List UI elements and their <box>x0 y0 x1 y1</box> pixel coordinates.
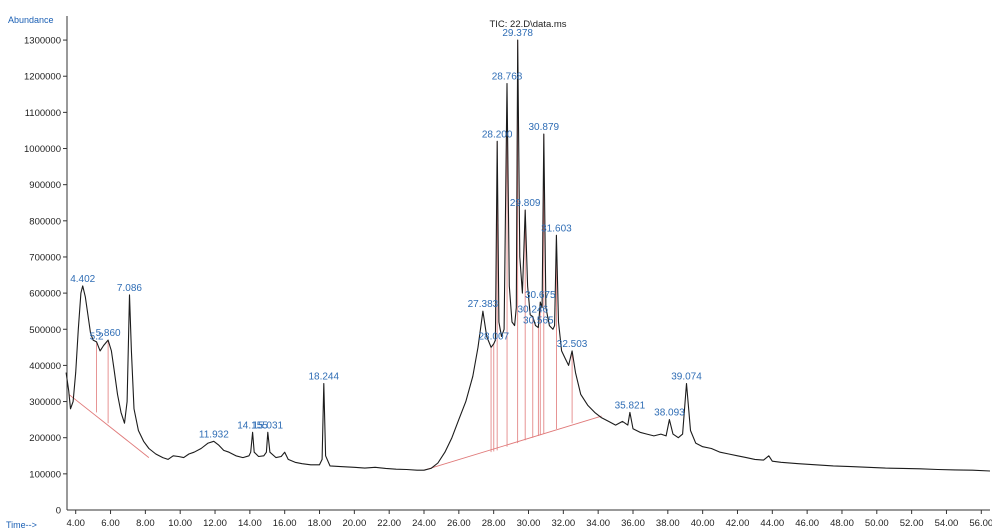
x-tick-label: 30.00 <box>517 518 541 529</box>
x-tick-label: 38.00 <box>656 518 680 529</box>
peak-label: 29.378 <box>502 28 533 39</box>
y-tick-label: 1200000 <box>24 72 61 83</box>
y-tick-label: 100000 <box>29 469 61 480</box>
x-tick-label: 28.00 <box>482 518 506 529</box>
x-tick-label: 20.00 <box>342 518 366 529</box>
peak-label: 29.809 <box>510 198 541 209</box>
peak-label: 5.2 <box>90 332 104 343</box>
peak-label: 39.074 <box>671 371 702 382</box>
y-tick-label: 500000 <box>29 325 61 336</box>
y-tick-label: 200000 <box>29 433 61 444</box>
peak-label: 15.031 <box>253 420 284 431</box>
trace-layer <box>65 39 991 472</box>
peak-label: 28.007 <box>478 332 509 343</box>
x-tick-label: 6.00 <box>101 518 120 529</box>
x-axis-title: Time--> <box>6 520 37 530</box>
peak-label: 30.246 <box>517 305 548 316</box>
x-tick-label: 24.00 <box>412 518 436 529</box>
y-axis-title: Abundance <box>8 15 54 25</box>
y-tick-label: 900000 <box>29 180 61 191</box>
peak-label: 11.932 <box>199 429 229 440</box>
x-tick-label: 34.00 <box>586 518 610 529</box>
x-tick-label: 36.00 <box>621 518 645 529</box>
x-tick-label: 40.00 <box>691 518 715 529</box>
peak-label: 4.402 <box>70 274 95 285</box>
x-tick-label: 16.00 <box>273 518 297 529</box>
x-tick-label: 44.00 <box>760 518 784 529</box>
x-tick-label: 22.00 <box>377 518 401 529</box>
y-tick-label: 700000 <box>29 252 61 263</box>
peak-label: 32.503 <box>557 339 588 350</box>
peak-label: 38.093 <box>654 408 685 419</box>
peak-label: 28.200 <box>482 129 513 140</box>
y-tick-label: 600000 <box>29 289 61 300</box>
x-tick-label: 4.00 <box>66 518 85 529</box>
x-tick-label: 10.00 <box>168 518 192 529</box>
peak-label: 30.675 <box>525 290 556 301</box>
y-tick-label-zero: 0 <box>56 506 61 517</box>
x-tick-label: 48.00 <box>830 518 854 529</box>
x-tick-label: 46.00 <box>795 518 819 529</box>
peak-label: 14.155 <box>237 420 268 431</box>
peak-label: 27.383 <box>468 299 499 310</box>
x-tick-label: 42.00 <box>726 518 750 529</box>
peak-label: 30.565 <box>523 315 554 326</box>
axes: 100000 200000 300000 400000 500000 600000 7000… <box>24 16 992 529</box>
peak-label: 5.860 <box>96 328 121 339</box>
y-tick-label: 1100000 <box>25 108 61 119</box>
chart-title: TIC: 22.D\data.ms <box>489 19 566 30</box>
x-tick-label: 26.00 <box>447 518 471 529</box>
x-tick-label: 50.00 <box>865 518 889 529</box>
x-tick-label: 56.00 <box>969 518 992 529</box>
integration-baseline <box>423 415 602 471</box>
x-tick-label: 12.00 <box>203 518 227 529</box>
peak-label: 31.603 <box>541 223 572 234</box>
y-tick-label: 400000 <box>29 361 61 372</box>
x-tick-label: 52.00 <box>900 518 924 529</box>
peak-label: 28.768 <box>492 71 523 82</box>
y-tick-label: 300000 <box>29 397 61 408</box>
x-tick-label: 8.00 <box>136 518 155 529</box>
x-tick-label: 18.00 <box>308 518 332 529</box>
tic-trace-line <box>65 39 991 472</box>
peak-label: 18.244 <box>308 371 339 382</box>
peak-label: 7.086 <box>117 283 142 294</box>
peak-label: 35.821 <box>615 400 646 411</box>
y-tick-label: 1000000 <box>24 144 61 155</box>
y-tick-label: 800000 <box>29 216 61 227</box>
peak-label: 30.879 <box>529 122 560 133</box>
y-tick-label: 1300000 <box>24 36 61 47</box>
integration-baseline <box>68 393 150 458</box>
x-tick-label: 32.00 <box>551 518 575 529</box>
x-tick-label: 54.00 <box>935 518 959 529</box>
x-tick-label: 14.00 <box>238 518 262 529</box>
